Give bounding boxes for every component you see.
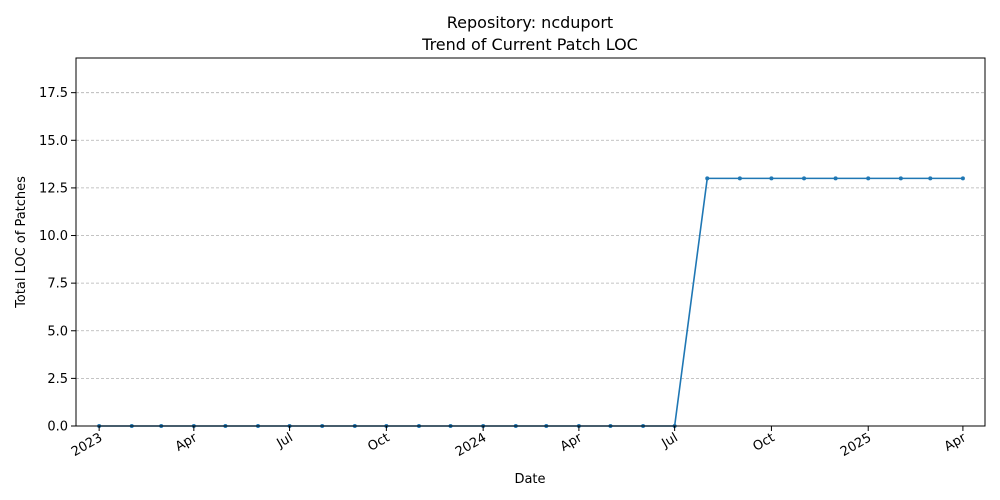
series-line	[99, 177, 963, 427]
x-tick-label: Oct	[750, 430, 777, 454]
y-tick-label: 0.0	[47, 420, 68, 435]
y-tick-label: 17.5	[39, 86, 68, 101]
x-tick-label: Apr	[173, 430, 201, 455]
data-point	[866, 176, 871, 181]
grid-lines	[76, 92, 985, 427]
data-point	[737, 176, 742, 181]
x-tick-label: Apr	[942, 430, 970, 455]
y-axis-ticks: 0.0 2.5 5.0 7.5 10.0 12.5 15.0 17.5	[39, 86, 76, 435]
x-tick-label: 2023	[69, 430, 105, 460]
x-tick-label: Oct	[365, 430, 392, 454]
data-point	[769, 176, 774, 181]
chart-title: Repository: ncduport	[447, 13, 613, 32]
data-points	[97, 176, 965, 428]
x-axis-ticks: 2023 Apr Jul Oct 2024 Apr Jul Oct 2025 Apr	[69, 426, 969, 460]
y-tick-label: 10.0	[39, 229, 68, 244]
x-tick-label: Apr	[558, 430, 586, 455]
y-tick-label: 15.0	[39, 134, 68, 149]
y-tick-label: 5.0	[47, 324, 68, 339]
y-tick-label: 12.5	[39, 181, 68, 196]
data-point	[928, 176, 933, 181]
data-point	[802, 176, 807, 181]
data-point	[833, 176, 838, 181]
y-axis-label: Total LOC of Patches	[14, 176, 29, 309]
x-axis-label: Date	[514, 472, 545, 487]
y-tick-label: 7.5	[47, 277, 68, 292]
series-line-layer	[99, 177, 963, 427]
data-point	[705, 176, 710, 181]
data-point	[960, 176, 965, 181]
x-tick-label: Jul	[659, 430, 681, 451]
x-tick-label: 2025	[838, 430, 874, 460]
y-tick-label: 2.5	[47, 372, 68, 387]
data-point	[898, 176, 903, 181]
plot-frame	[75, 57, 986, 427]
x-tick-label: 2024	[453, 430, 489, 460]
x-tick-label: Jul	[274, 430, 296, 451]
chart-subtitle: Trend of Current Patch LOC	[421, 35, 638, 54]
